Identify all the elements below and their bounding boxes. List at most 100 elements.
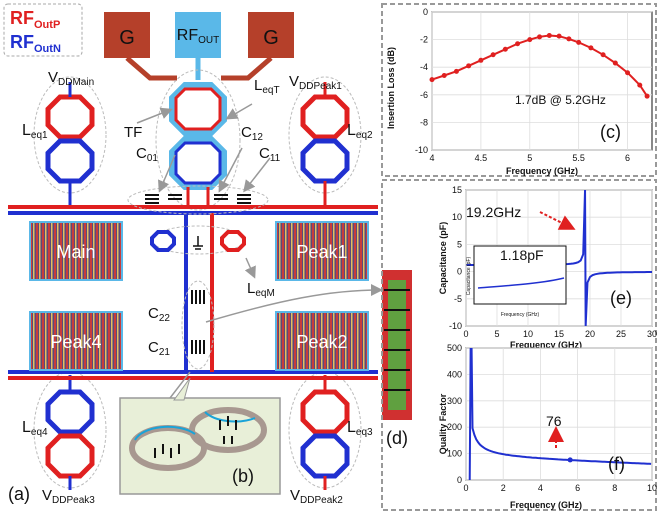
y-tick-label: -4: [420, 62, 428, 72]
svg-text:VDDPeak2: VDDPeak2: [290, 487, 343, 506]
data-point: [546, 32, 552, 38]
x-tick-label: 20: [585, 329, 595, 339]
pad-rf-out: [175, 12, 221, 58]
data-point: [556, 33, 562, 39]
x-tick-label: 8: [612, 483, 617, 493]
data-point: [637, 82, 643, 88]
amp-peak4: Peak4: [29, 311, 123, 371]
vdd-peak1: V: [289, 73, 299, 90]
vdd-peak3: V: [42, 487, 52, 504]
svg-text:VDDMain: VDDMain: [48, 69, 94, 88]
data-point: [612, 60, 618, 66]
pointer-arrows: [136, 103, 383, 323]
c22: C: [148, 305, 159, 322]
c21-sub: 21: [159, 347, 171, 358]
svg-text:RFOutN: RFOutN: [10, 32, 61, 55]
y-tick-label: 400: [447, 369, 462, 379]
svg-text:C11: C11: [259, 145, 281, 164]
c12-sub: 12: [252, 132, 264, 143]
leqt: L: [254, 77, 262, 94]
data-point: [515, 41, 521, 47]
inductor-left-top: [33, 76, 107, 205]
plot-area: [431, 11, 653, 151]
chart-f-annotation: 76: [546, 413, 562, 429]
chart-f-ylabel: Quality Factor: [438, 393, 448, 454]
leqt-sub: eqT: [262, 85, 279, 96]
vdd-peak3-sub: DDPeak3: [52, 495, 95, 506]
chart-f-xlabel: Frequency (GHz): [510, 500, 582, 510]
cap-strip-d: (d): [382, 270, 412, 448]
chart-c-ylabel: Insertion Loss (dB): [386, 47, 396, 129]
leq4: L: [22, 419, 31, 436]
vdd-main-sub: DDMain: [58, 77, 94, 88]
svg-text:VDDPeak3: VDDPeak3: [42, 487, 95, 506]
leqm: L: [247, 280, 255, 297]
inductor-leqm: [150, 225, 246, 255]
x-tick-label: 5: [494, 329, 499, 339]
c11: C: [259, 145, 270, 162]
y-tick-label: 0: [457, 267, 462, 277]
inset-b: (b): [119, 371, 281, 495]
leq4-sub: eq4: [31, 427, 48, 438]
c01-sub: 01: [147, 153, 159, 164]
legend-rfn-sub: OutN: [34, 43, 61, 55]
y-tick-label: 0: [423, 7, 428, 17]
chart-f: Quality Factor Frequency (GHz) 0 2 4 6 8 10 50…: [438, 343, 657, 510]
svg-text:VDDPeak1: VDDPeak1: [289, 73, 342, 92]
transformer: [155, 69, 241, 211]
tag-b: (b): [232, 466, 254, 486]
c21: C: [148, 339, 159, 356]
leq2-sub: eq2: [356, 130, 373, 141]
vdd-main: V: [48, 69, 58, 86]
y-tick-label: -5: [454, 294, 462, 304]
x-tick-label: 30: [647, 329, 657, 339]
vdd-peak2: V: [290, 487, 300, 504]
amp-main: Main: [29, 221, 123, 281]
svg-text:C21: C21: [148, 339, 170, 358]
c11-sub: 11: [270, 153, 281, 164]
x-tick-label: 4: [538, 483, 543, 493]
y-tick-label: 100: [447, 449, 462, 459]
x-tick-label: 0: [463, 483, 468, 493]
chart-e-annotation: 19.2GHz: [466, 204, 521, 220]
svg-text:LeqM: LeqM: [247, 280, 275, 299]
data-point: [478, 57, 484, 63]
frame-ef: [381, 179, 657, 511]
inductor-right-top: [288, 76, 362, 205]
chart-f-ticks: 0 2 4 6 8 10 500 400 300 200 100 0: [447, 343, 657, 493]
cap-bank-top: [127, 185, 269, 215]
chart-f-tag: (f): [608, 454, 625, 474]
tag-a: (a): [8, 484, 30, 504]
y-tick-label: 300: [447, 396, 462, 406]
chart-c-xlabel: Frequency (GHz): [506, 166, 578, 176]
pad-g-left: [104, 12, 150, 58]
data-point: [441, 72, 447, 78]
chart-c-grid: [431, 11, 653, 151]
c01: C: [136, 145, 147, 162]
y-tick-label: 200: [447, 422, 462, 432]
pad-g-right: [248, 12, 294, 58]
amp-main-label: Main: [56, 242, 95, 262]
data-point: [600, 52, 606, 58]
tag-d: (d): [386, 428, 408, 448]
amp-peak2: Peak2: [275, 311, 369, 371]
chart-f-curve: [468, 347, 652, 481]
vdd-peak2-sub: DDPeak2: [300, 495, 343, 506]
chart-e: Capacitance (pF) Frequency (GHz) 0 5 10 15 2…: [438, 185, 657, 350]
inset-e-curve: [477, 277, 565, 289]
leq2: L: [347, 122, 356, 139]
chart-c-ticks: 4 4.5 5 5.5 6 0 -2 -4 -6 -8 -10: [415, 7, 630, 163]
svg-text:Leq4: Leq4: [22, 419, 48, 438]
x-tick-label: 4.5: [475, 153, 488, 163]
svg-text:C22: C22: [148, 305, 170, 324]
x-tick-label: 5.5: [572, 153, 585, 163]
leq1-sub: eq1: [31, 130, 48, 141]
x-tick-label: 5: [527, 153, 532, 163]
y-tick-label: 500: [447, 343, 462, 353]
tf-label: TF: [124, 124, 142, 141]
x-tick-label: 0: [463, 329, 468, 339]
legend-rfp-sub: OutP: [34, 19, 60, 31]
data-point: [566, 36, 572, 42]
pad-g-right-label: G: [263, 27, 279, 49]
vdd-peak1-sub: DDPeak1: [299, 81, 342, 92]
